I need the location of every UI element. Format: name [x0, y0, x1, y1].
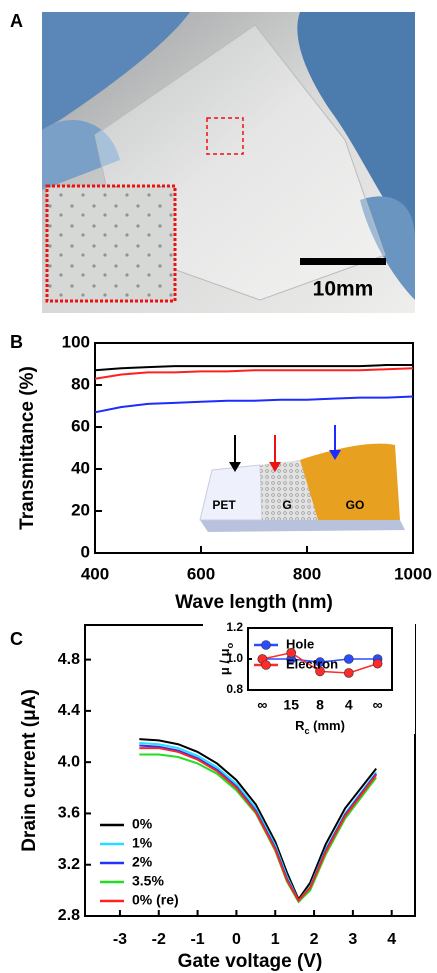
x-axis-label: Wave length (nm): [175, 592, 333, 613]
y-tick-label: 0: [81, 542, 90, 561]
legend-marker: [261, 660, 271, 670]
y-tick-label: 4.4: [58, 702, 80, 719]
glove-left: [42, 12, 190, 130]
legend-label: 0% (re): [132, 892, 179, 908]
y-axis-label: Transmittance (%): [17, 366, 38, 530]
y-tick-label: 4.0: [58, 753, 80, 770]
plot-frame: [94, 342, 414, 554]
x-tick-label: ∞: [373, 697, 383, 713]
series-line: [139, 753, 377, 904]
label-part: (mm): [310, 718, 345, 733]
x-tick-label: 4: [387, 931, 396, 948]
panel-label: B: [10, 332, 23, 352]
graphene-layer: [260, 460, 318, 520]
x-tick-label: -3: [113, 931, 127, 948]
x-tick-label: 600: [187, 564, 215, 583]
y-tick-label: 3.2: [58, 856, 80, 873]
label-part: μ / μ: [217, 648, 232, 675]
y-tick-label: 0.8: [226, 682, 243, 696]
substrate-edge: [200, 520, 405, 532]
legend-marker: [261, 640, 271, 650]
x-tick-label: 2: [310, 931, 319, 948]
y-tick-label: 2.8: [58, 907, 80, 924]
label-part: R: [295, 718, 305, 733]
marker: [315, 657, 325, 667]
arrow-head: [269, 462, 281, 472]
zoom-region: [206, 117, 244, 155]
layer-label: G: [282, 498, 291, 512]
legend-label: 0%: [132, 816, 153, 832]
x-tick-label: 1000: [394, 564, 432, 583]
layer-label: GO: [346, 498, 365, 512]
series-line: [139, 747, 377, 903]
glove-right: [297, 12, 415, 240]
marker: [343, 654, 354, 664]
x-tick-label: 15: [283, 697, 299, 713]
legend-label: Electron: [286, 656, 338, 671]
x-tick-label: ∞: [257, 697, 267, 713]
glove-left-thumb: [42, 120, 120, 190]
series-line: [139, 738, 377, 902]
legend-label: 2%: [132, 854, 153, 870]
y-tick-label: 1.0: [226, 651, 243, 665]
y-tick-label: 100: [62, 332, 90, 351]
panel-label: C: [10, 629, 23, 649]
zoom-inset: [45, 184, 177, 303]
x-tick-label: 0: [232, 931, 241, 948]
marker: [343, 668, 354, 678]
marker: [286, 647, 297, 658]
x-tick-label: -1: [190, 931, 204, 948]
y-tick-label: 1.2: [226, 620, 243, 634]
scale-bar: [300, 258, 386, 265]
label-part: c: [304, 726, 309, 736]
layer-label: PET: [212, 498, 236, 512]
y-axis-label: Drain current (μA): [19, 689, 40, 852]
series-line: [94, 395, 414, 414]
x-tick-label: 1: [271, 931, 280, 948]
panel-label: A: [10, 11, 23, 31]
legend-label: Hole: [286, 636, 314, 651]
x-tick-label: 800: [293, 564, 321, 583]
marker: [372, 658, 383, 669]
x-axis-label: Rc (mm): [295, 718, 345, 736]
series-line: [94, 367, 414, 380]
legend-label: 3.5%: [132, 873, 164, 889]
x-tick-label: 400: [81, 564, 109, 583]
go-layer: [300, 443, 400, 520]
legend-label: 1%: [132, 835, 153, 851]
scale-label: 10mm: [313, 278, 374, 301]
arrow-head: [229, 462, 241, 472]
x-tick-label: 4: [345, 697, 353, 713]
layer-schematic: PET G GO: [199, 425, 405, 532]
label-part: o: [225, 642, 235, 648]
y-tick-label: 3.6: [58, 805, 80, 822]
x-tick-label: 8: [316, 697, 324, 713]
inset-background: [203, 624, 415, 734]
y-axis-label: μ / μo: [217, 642, 235, 675]
arrow-head: [329, 450, 341, 460]
x-tick-label: 3: [348, 931, 357, 948]
series-line: [94, 364, 413, 372]
x-tick-label: -2: [152, 931, 166, 948]
marker: [315, 666, 325, 677]
y-tick-label: 40: [71, 458, 90, 477]
y-tick-label: 4.8: [58, 651, 80, 668]
y-tick-label: 80: [71, 374, 90, 393]
y-tick-label: 20: [71, 500, 90, 519]
x-axis-label: Gate voltage (V): [178, 951, 323, 972]
y-tick-label: 60: [71, 416, 90, 435]
